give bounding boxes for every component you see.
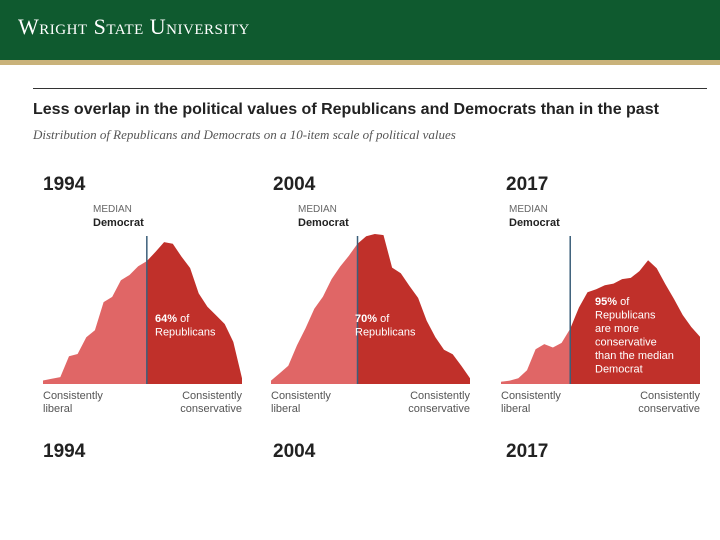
annotation-line: conservative (595, 337, 657, 349)
median-label: MEDIAN (93, 204, 132, 215)
header-gold-stripe (0, 60, 720, 65)
median-label: MEDIAN (509, 204, 548, 215)
annotation-text: of (380, 313, 390, 325)
median-group-label: Democrat (93, 217, 144, 229)
chart-subtitle: Distribution of Republicans and Democrat… (33, 127, 456, 142)
university-logo-text: Wright State University (18, 14, 250, 39)
axis-label-left: liberal (501, 403, 530, 415)
bottom-year-label: 2017 (506, 441, 549, 462)
year-label: 2017 (506, 174, 548, 195)
median-group-label: Democrat (298, 217, 349, 229)
axis-label-left: liberal (271, 403, 300, 415)
axis-label-right: conservative (408, 403, 470, 415)
annotation-line: Republicans (355, 327, 416, 339)
republican-area (146, 242, 242, 384)
year-label: 1994 (43, 174, 86, 195)
chart-title: Less overlap in the political values of … (33, 101, 659, 118)
percent-annotation: 95% of (595, 296, 630, 308)
percent-annotation: 64% of (155, 313, 190, 325)
annotation-line: are more (595, 323, 639, 335)
republican-area (357, 234, 470, 384)
bottom-year-label: 1994 (43, 441, 86, 462)
axis-label-right: Consistently (640, 390, 700, 402)
axis-label-right: conservative (180, 403, 242, 415)
annotation-line: Democrat (595, 364, 643, 376)
median-group-label: Democrat (509, 217, 560, 229)
percent-value: 70% (355, 313, 380, 325)
axis-label-left: liberal (43, 403, 72, 415)
bottom-year-label: 2004 (273, 441, 316, 462)
annotation-line: than the median (595, 350, 674, 362)
title-rule (33, 88, 707, 89)
annotation-text: of (180, 313, 190, 325)
democrat-area (43, 261, 147, 384)
republican-area (570, 260, 700, 384)
median-label: MEDIAN (298, 204, 337, 215)
year-label: 2004 (273, 174, 316, 195)
axis-label-right: Consistently (410, 390, 470, 402)
percent-value: 64% (155, 313, 180, 325)
annotation-text: of (620, 296, 630, 308)
democrat-area (271, 243, 358, 384)
axis-label-right: conservative (638, 403, 700, 415)
percent-value: 95% (595, 296, 620, 308)
annotation-line: Republicans (595, 310, 656, 322)
annotation-line: Republicans (155, 327, 216, 339)
axis-label-left: Consistently (501, 390, 561, 402)
university-header (0, 0, 720, 60)
axis-label-left: Consistently (43, 390, 103, 402)
axis-label-right: Consistently (182, 390, 242, 402)
axis-label-left: Consistently (271, 390, 331, 402)
democrat-area (501, 328, 571, 384)
percent-annotation: 70% of (355, 313, 390, 325)
